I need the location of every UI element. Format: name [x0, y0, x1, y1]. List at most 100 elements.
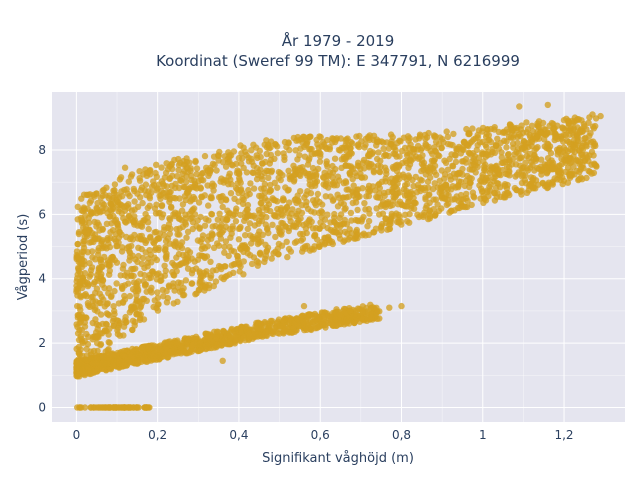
data-point: [94, 251, 102, 258]
data-point: [248, 158, 256, 166]
data-point: [387, 140, 394, 148]
data-point: [104, 209, 111, 217]
data-point: [172, 195, 179, 202]
data-point: [132, 265, 139, 272]
data-point: [392, 190, 399, 198]
data-point: [97, 276, 105, 283]
data-point: [484, 187, 491, 194]
data-point: [227, 190, 235, 197]
data-point: [184, 265, 192, 272]
data-point: [402, 182, 409, 189]
data-point: [538, 156, 545, 163]
data-point: [110, 212, 117, 220]
data-point: [82, 314, 90, 321]
data-point: [99, 263, 106, 271]
data-point: [404, 198, 412, 206]
data-point: [274, 143, 281, 150]
data-point: [81, 323, 89, 330]
data-point: [347, 163, 355, 170]
data-point: [76, 326, 83, 334]
data-point: [449, 196, 456, 203]
data-point: [312, 317, 319, 324]
data-point: [146, 343, 153, 350]
data-point: [121, 164, 129, 171]
data-point: [144, 214, 151, 221]
data-point: [110, 303, 117, 310]
data-point: [510, 134, 517, 141]
data-point: [143, 358, 150, 365]
data-point: [73, 282, 80, 290]
data-point: [281, 138, 289, 146]
data-point: [476, 182, 483, 189]
data-point: [239, 200, 247, 208]
data-point: [588, 161, 595, 168]
data-point: [358, 174, 365, 181]
data-point: [187, 215, 194, 222]
data-point: [331, 155, 339, 162]
data-point: [311, 178, 319, 185]
data-point: [180, 291, 188, 299]
data-point: [375, 180, 383, 188]
data-point: [340, 238, 347, 245]
data-point: [265, 174, 272, 181]
data-point: [402, 157, 410, 164]
data-point: [479, 138, 486, 146]
y-tick-label: 2: [38, 336, 46, 350]
data-point: [436, 134, 444, 141]
data-point: [92, 256, 99, 263]
data-point: [534, 144, 541, 151]
data-point: [443, 201, 450, 209]
data-point: [475, 154, 483, 161]
x-tick-label: 1: [479, 428, 487, 442]
y-axis-title: Vågperiod (s): [16, 214, 31, 301]
data-point: [263, 150, 270, 158]
x-tick-label: 0,6: [311, 428, 330, 442]
data-point: [232, 218, 240, 225]
data-point: [251, 222, 258, 229]
data-point: [467, 151, 474, 158]
data-point: [298, 209, 306, 217]
data-point: [479, 171, 486, 179]
data-point: [94, 325, 101, 333]
data-point: [392, 177, 399, 184]
data-point: [293, 210, 300, 218]
data-point: [165, 282, 173, 289]
data-point: [449, 183, 456, 190]
data-point: [279, 220, 287, 227]
data-point: [334, 191, 341, 198]
data-point: [193, 185, 200, 192]
data-point: [566, 131, 573, 138]
data-point: [364, 223, 371, 230]
data-point: [111, 310, 118, 318]
data-point: [204, 343, 212, 350]
data-point: [109, 227, 117, 234]
data-point: [311, 232, 319, 239]
data-point: [316, 198, 323, 206]
data-point: [184, 228, 192, 235]
data-point: [317, 150, 324, 157]
data-point: [513, 124, 520, 132]
data-point: [170, 300, 177, 307]
data-point: [360, 213, 367, 221]
data-point: [503, 163, 511, 170]
data-point: [97, 341, 105, 348]
data-point: [411, 199, 418, 206]
data-point: [359, 303, 366, 310]
data-point: [198, 236, 206, 243]
data-point: [103, 220, 111, 227]
data-point: [127, 173, 135, 180]
data-point: [100, 296, 107, 303]
data-point: [125, 201, 132, 208]
data-point: [404, 133, 412, 140]
data-point: [119, 285, 126, 292]
data-point: [426, 199, 433, 206]
data-point: [190, 193, 197, 201]
data-point: [86, 303, 94, 310]
data-point: [541, 161, 548, 168]
data-point: [406, 174, 413, 181]
data-point: [498, 154, 505, 161]
data-point: [158, 164, 165, 171]
data-point: [144, 219, 152, 226]
data-point: [131, 198, 138, 205]
data-point: [204, 236, 211, 244]
